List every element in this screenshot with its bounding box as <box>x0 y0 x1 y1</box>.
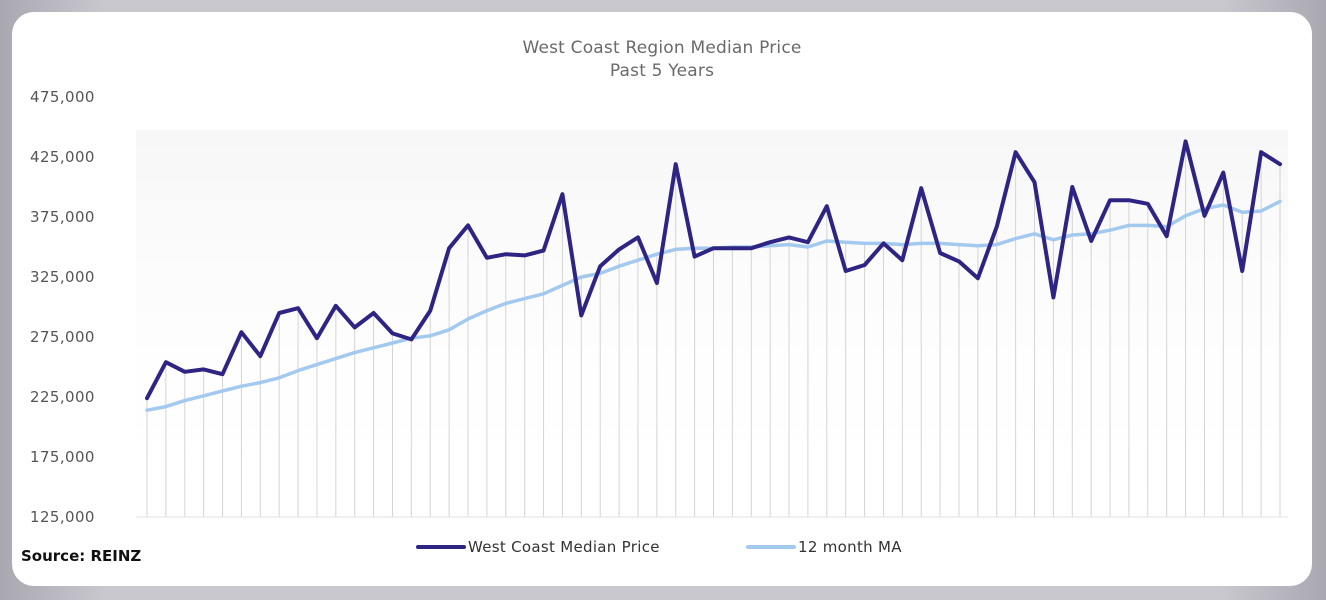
y-tick-label: 275,000 <box>30 328 95 346</box>
y-tick-label: 175,000 <box>30 448 95 466</box>
y-tick-label: 325,000 <box>30 268 95 286</box>
legend-item-median-price: West Coast Median Price <box>416 536 660 558</box>
y-tick-label: 125,000 <box>30 508 95 526</box>
chart-title: West Coast Region Median Price <box>522 38 802 58</box>
legend-item-moving-average: 12 month MA <box>746 536 902 558</box>
chart-subtitle: Past 5 Years <box>609 61 715 81</box>
legend-label-moving-average: 12 month MA <box>798 538 902 556</box>
source-note: Source: REINZ <box>21 547 142 565</box>
series-line-median-price <box>145 139 1282 401</box>
plot-background <box>136 130 1288 517</box>
legend-swatch-median-price <box>416 545 466 549</box>
y-tick-label: 425,000 <box>30 148 95 166</box>
legend-label-median-price: West Coast Median Price <box>468 538 660 556</box>
y-tick-label: 475,000 <box>30 88 95 106</box>
y-tick-label: 225,000 <box>30 388 95 406</box>
y-tick-label: 375,000 <box>30 208 95 226</box>
legend-swatch-moving-average <box>746 545 796 549</box>
